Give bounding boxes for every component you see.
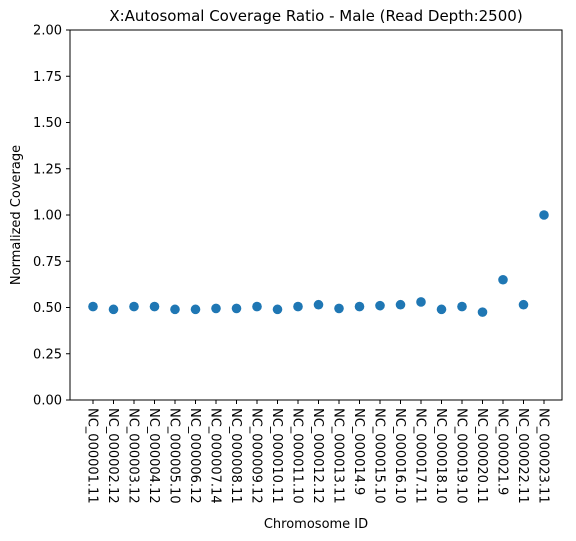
data-point (231, 303, 242, 314)
x-tick-label: NC_000003.12 (125, 408, 140, 504)
x-tick-label: NC_000018.10 (433, 408, 448, 504)
x-tick-label: NC_000023.11 (535, 408, 550, 504)
x-tick-label: NC_000020.11 (474, 408, 489, 504)
y-tick-label: 0.75 (33, 255, 62, 270)
y-tick-label: 0.25 (33, 347, 62, 362)
data-point (354, 301, 365, 312)
data-point (272, 304, 283, 315)
data-point (88, 301, 98, 312)
x-tick-label: NC_000002.12 (105, 408, 120, 504)
y-tick-label: 1.00 (33, 209, 62, 224)
data-point (436, 304, 447, 315)
plot-area (69, 29, 563, 401)
data-point (334, 303, 344, 314)
x-tick-label: NC_000009.12 (248, 408, 263, 504)
data-point (416, 297, 426, 307)
x-tick-label: NC_000007.14 (207, 408, 222, 504)
data-point (129, 301, 139, 312)
data-point (170, 304, 180, 315)
data-point (518, 299, 529, 310)
data-point (252, 301, 262, 312)
x-tick-label: NC_000011.10 (289, 408, 304, 504)
x-tick-label: NC_000014.9 (351, 408, 366, 495)
chart-title: X:Autosomal Coverage Ratio - Male (Read … (109, 7, 522, 25)
x-axis-title: Chromosome ID (264, 517, 368, 532)
x-tick-label: NC_000005.10 (166, 408, 181, 504)
data-point (477, 307, 488, 317)
x-tick-label: NC_000019.10 (453, 408, 468, 504)
data-point (211, 303, 221, 314)
y-axis-title: Normalized Coverage (9, 145, 24, 285)
x-tick-label: NC_000021.9 (494, 408, 509, 495)
data-point (375, 300, 385, 311)
y-tick-label: 0.00 (33, 394, 62, 409)
y-tick-label: 1.25 (33, 162, 62, 177)
data-point (149, 301, 160, 312)
data-point (457, 301, 467, 312)
y-axis: 0.00 0.25 0.50 0.75 1.00 1.25 1.50 1.75 2.00 (33, 24, 70, 409)
x-tick-label: NC_000017.11 (412, 408, 427, 504)
x-tick-label: NC_000010.11 (269, 408, 284, 504)
y-tick-label: 0.50 (33, 301, 62, 316)
data-point (293, 301, 303, 312)
data-point (313, 299, 324, 310)
x-tick-label: NC_000004.12 (146, 408, 161, 504)
data-point (539, 210, 549, 220)
x-tick-label: NC_000012.12 (310, 408, 325, 504)
x-tick-label: NC_000013.11 (330, 408, 345, 504)
data-point (108, 304, 119, 315)
x-tick-label: NC_000008.11 (228, 408, 243, 504)
data-points (88, 210, 549, 317)
data-point (395, 299, 406, 310)
y-tick-label: 1.75 (33, 70, 62, 85)
x-tick-label: NC_000022.11 (515, 408, 530, 504)
y-tick-label: 1.50 (33, 116, 62, 131)
x-tick-label: NC_000001.11 (84, 408, 99, 504)
y-tick-label: 2.00 (33, 24, 62, 39)
x-axis: NC_000001.11 NC_000002.12 NC_000003.12 NC_0… (84, 400, 550, 504)
x-tick-label: NC_000016.10 (392, 408, 407, 504)
x-tick-label: NC_000015.10 (371, 408, 386, 504)
data-point (190, 304, 201, 315)
x-tick-label: NC_000006.12 (187, 408, 202, 504)
data-point (498, 274, 508, 285)
